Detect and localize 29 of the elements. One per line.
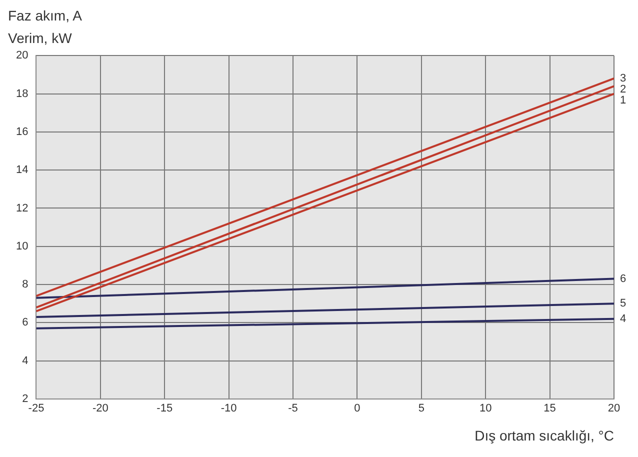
y-tick-label: 12 xyxy=(16,202,28,214)
x-tick-label: 5 xyxy=(418,402,424,415)
y-tick-label: 18 xyxy=(16,88,28,100)
x-tick-label: 20 xyxy=(608,402,620,415)
y-tick-label: 2 xyxy=(22,393,28,406)
y-tick-label: 8 xyxy=(22,278,28,291)
y-tick-label: 20 xyxy=(16,50,28,62)
x-tick-label: 10 xyxy=(479,402,492,415)
x-tick-label: 0 xyxy=(354,402,360,415)
y-tick-label: 4 xyxy=(22,354,28,367)
series-label: 1 xyxy=(620,94,626,107)
series-label: 4 xyxy=(620,312,626,325)
x-tick-label: -20 xyxy=(92,402,108,415)
x-tick-label: -10 xyxy=(220,402,237,415)
series-label: 6 xyxy=(620,272,626,285)
y-tick-label: 14 xyxy=(16,164,28,176)
x-tick-label: -5 xyxy=(288,402,298,415)
y-tick-label: 10 xyxy=(16,240,28,252)
series-label: 3 xyxy=(620,72,626,85)
chart-title: Faz akım, A xyxy=(8,7,83,24)
x-axis-title: Dış ortam sıcaklığı, °C xyxy=(474,427,614,444)
y-tick-label: 6 xyxy=(22,316,28,329)
chart-subtitle: Verim, kW xyxy=(8,30,73,46)
x-tick-label: -25 xyxy=(28,402,44,415)
y-tick-label: 16 xyxy=(16,126,28,138)
x-tick-label: 15 xyxy=(544,402,556,415)
x-tick-label: -15 xyxy=(156,402,173,415)
series-label: 5 xyxy=(620,298,626,310)
series-label: 2 xyxy=(620,84,626,96)
